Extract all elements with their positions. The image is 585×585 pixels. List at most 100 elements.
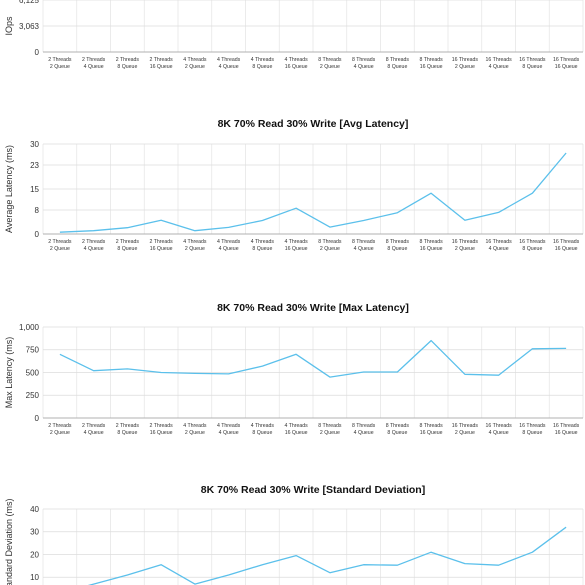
x-tick-label: 16 Queue <box>420 430 443 436</box>
y-tick-label: 30 <box>30 140 39 149</box>
chart-title: 8K 70% Read 30% Write [Standard Deviatio… <box>201 484 425 496</box>
x-tick-label: 8 Queue <box>387 430 407 436</box>
chart-2: 8K 70% Read 30% Write [Avg Latency] 0 8 15 2… <box>4 118 584 252</box>
x-tick-label: 16 Queue <box>150 430 173 436</box>
x-tick-label: 8 Queue <box>117 430 137 436</box>
x-tick-label: 8 Threads <box>419 423 443 429</box>
series-line <box>87 526 567 585</box>
x-tick-label: 16 Threads <box>553 423 580 429</box>
x-tick-label: 8 Threads <box>419 57 443 63</box>
y-tick-label: 15 <box>30 185 39 194</box>
x-tick-label: 4 Queue <box>489 246 509 252</box>
y-tick-label: 500 <box>26 368 40 377</box>
chart-title: 8K 70% Read 30% Write [Avg Latency] <box>218 118 409 130</box>
x-tick-label: 2 Queue <box>455 430 475 436</box>
y-tick-label: 23 <box>30 161 39 170</box>
x-tick-label: 8 Queue <box>522 246 542 252</box>
y-tick-label: 750 <box>26 346 40 355</box>
y-tick-label: 10 <box>30 573 39 582</box>
chart-4: 8K 70% Read 30% Write [Standard Deviatio… <box>4 484 584 585</box>
x-tick-label: 4 Threads <box>251 423 275 429</box>
y-tick-label: 0 <box>35 230 40 239</box>
x-tick-label: 16 Queue <box>150 246 173 252</box>
x-tick-label: 4 Threads <box>183 423 207 429</box>
x-tick-label: 8 Threads <box>318 423 342 429</box>
x-tick-label: 8 Queue <box>522 430 542 436</box>
series-line <box>59 152 567 233</box>
x-tick-label: 8 Queue <box>117 64 137 70</box>
y-tick-label: 6,125 <box>19 0 40 5</box>
x-tick-label: 16 Threads <box>519 57 546 63</box>
x-tick-label: 16 Queue <box>420 64 443 70</box>
x-tick-label: 16 Threads <box>452 239 479 245</box>
x-tick-label: 16 Threads <box>519 239 546 245</box>
x-tick-label: 4 Queue <box>219 246 239 252</box>
y-axis-label: Standard Deviation (ms) <box>4 498 14 585</box>
y-axis-label: Average Latency (ms) <box>4 145 14 233</box>
x-tick-label: 8 Threads <box>386 57 410 63</box>
x-tick-label: 2 Queue <box>455 246 475 252</box>
x-tick-label: 2 Queue <box>320 64 340 70</box>
x-tick-label: 2 Queue <box>185 64 205 70</box>
x-tick-label: 2 Queue <box>50 64 70 70</box>
x-tick-label: 16 Queue <box>285 246 308 252</box>
x-tick-label: 4 Queue <box>354 430 374 436</box>
x-tick-label: 2 Queue <box>50 430 70 436</box>
chart-3: 8K 70% Read 30% Write [Max Latency] 0 250 5… <box>4 302 584 436</box>
x-tick-label: 16 Threads <box>553 239 580 245</box>
x-tick-label: 16 Queue <box>420 246 443 252</box>
x-tick-label: 4 Queue <box>84 430 104 436</box>
x-tick-label: 8 Queue <box>252 246 272 252</box>
x-tick-label: 4 Queue <box>219 430 239 436</box>
x-tick-label: 4 Queue <box>84 64 104 70</box>
x-tick-label: 16 Queue <box>150 64 173 70</box>
x-tick-label: 2 Threads <box>48 57 72 63</box>
x-tick-label: 16 Threads <box>486 423 513 429</box>
x-tick-label: 16 Queue <box>285 64 308 70</box>
x-tick-label: 2 Queue <box>320 246 340 252</box>
y-tick-label: 0 <box>35 414 40 423</box>
x-tick-label: 2 Threads <box>48 423 72 429</box>
x-tick-label: 2 Queue <box>50 246 70 252</box>
x-tick-label: 4 Threads <box>284 57 308 63</box>
x-tick-label: 2 Queue <box>455 64 475 70</box>
x-tick-label: 16 Queue <box>555 246 578 252</box>
x-tick-label: 8 Queue <box>387 246 407 252</box>
x-tick-label: 16 Queue <box>555 64 578 70</box>
x-tick-label: 4 Queue <box>489 64 509 70</box>
x-tick-label: 4 Queue <box>489 430 509 436</box>
x-tick-label: 4 Queue <box>84 246 104 252</box>
x-tick-label: 2 Threads <box>116 57 140 63</box>
x-tick-label: 4 Threads <box>251 57 275 63</box>
x-tick-label: 16 Threads <box>452 57 479 63</box>
x-tick-label: 8 Threads <box>352 57 376 63</box>
x-tick-label: 8 Threads <box>318 57 342 63</box>
x-tick-label: 2 Threads <box>48 239 72 245</box>
y-tick-label: 20 <box>30 550 39 559</box>
x-tick-label: 4 Threads <box>217 239 241 245</box>
x-tick-label: 8 Threads <box>352 239 376 245</box>
x-tick-label: 4 Threads <box>217 423 241 429</box>
x-tick-label: 8 Threads <box>318 239 342 245</box>
x-tick-label: 4 Queue <box>354 64 374 70</box>
x-tick-label: 4 Threads <box>284 239 308 245</box>
x-tick-label: 2 Threads <box>82 423 106 429</box>
x-tick-label: 4 Threads <box>217 57 241 63</box>
x-tick-label: 2 Threads <box>116 239 140 245</box>
x-tick-label: 4 Threads <box>284 423 308 429</box>
y-tick-label: 0 <box>35 48 40 57</box>
y-tick-label: 40 <box>30 505 39 514</box>
y-tick-label: 1,000 <box>19 323 40 332</box>
x-tick-label: 4 Threads <box>251 239 275 245</box>
x-tick-label: 2 Threads <box>116 423 140 429</box>
chart-title: 8K 70% Read 30% Write [Max Latency] <box>217 302 409 314</box>
x-tick-label: 4 Queue <box>219 64 239 70</box>
x-tick-label: 2 Queue <box>185 430 205 436</box>
y-tick-label: 30 <box>30 528 39 537</box>
x-tick-label: 8 Threads <box>419 239 443 245</box>
x-tick-label: 2 Threads <box>149 239 173 245</box>
x-tick-label: 2 Queue <box>185 246 205 252</box>
y-axis-label: IOps <box>4 16 14 36</box>
